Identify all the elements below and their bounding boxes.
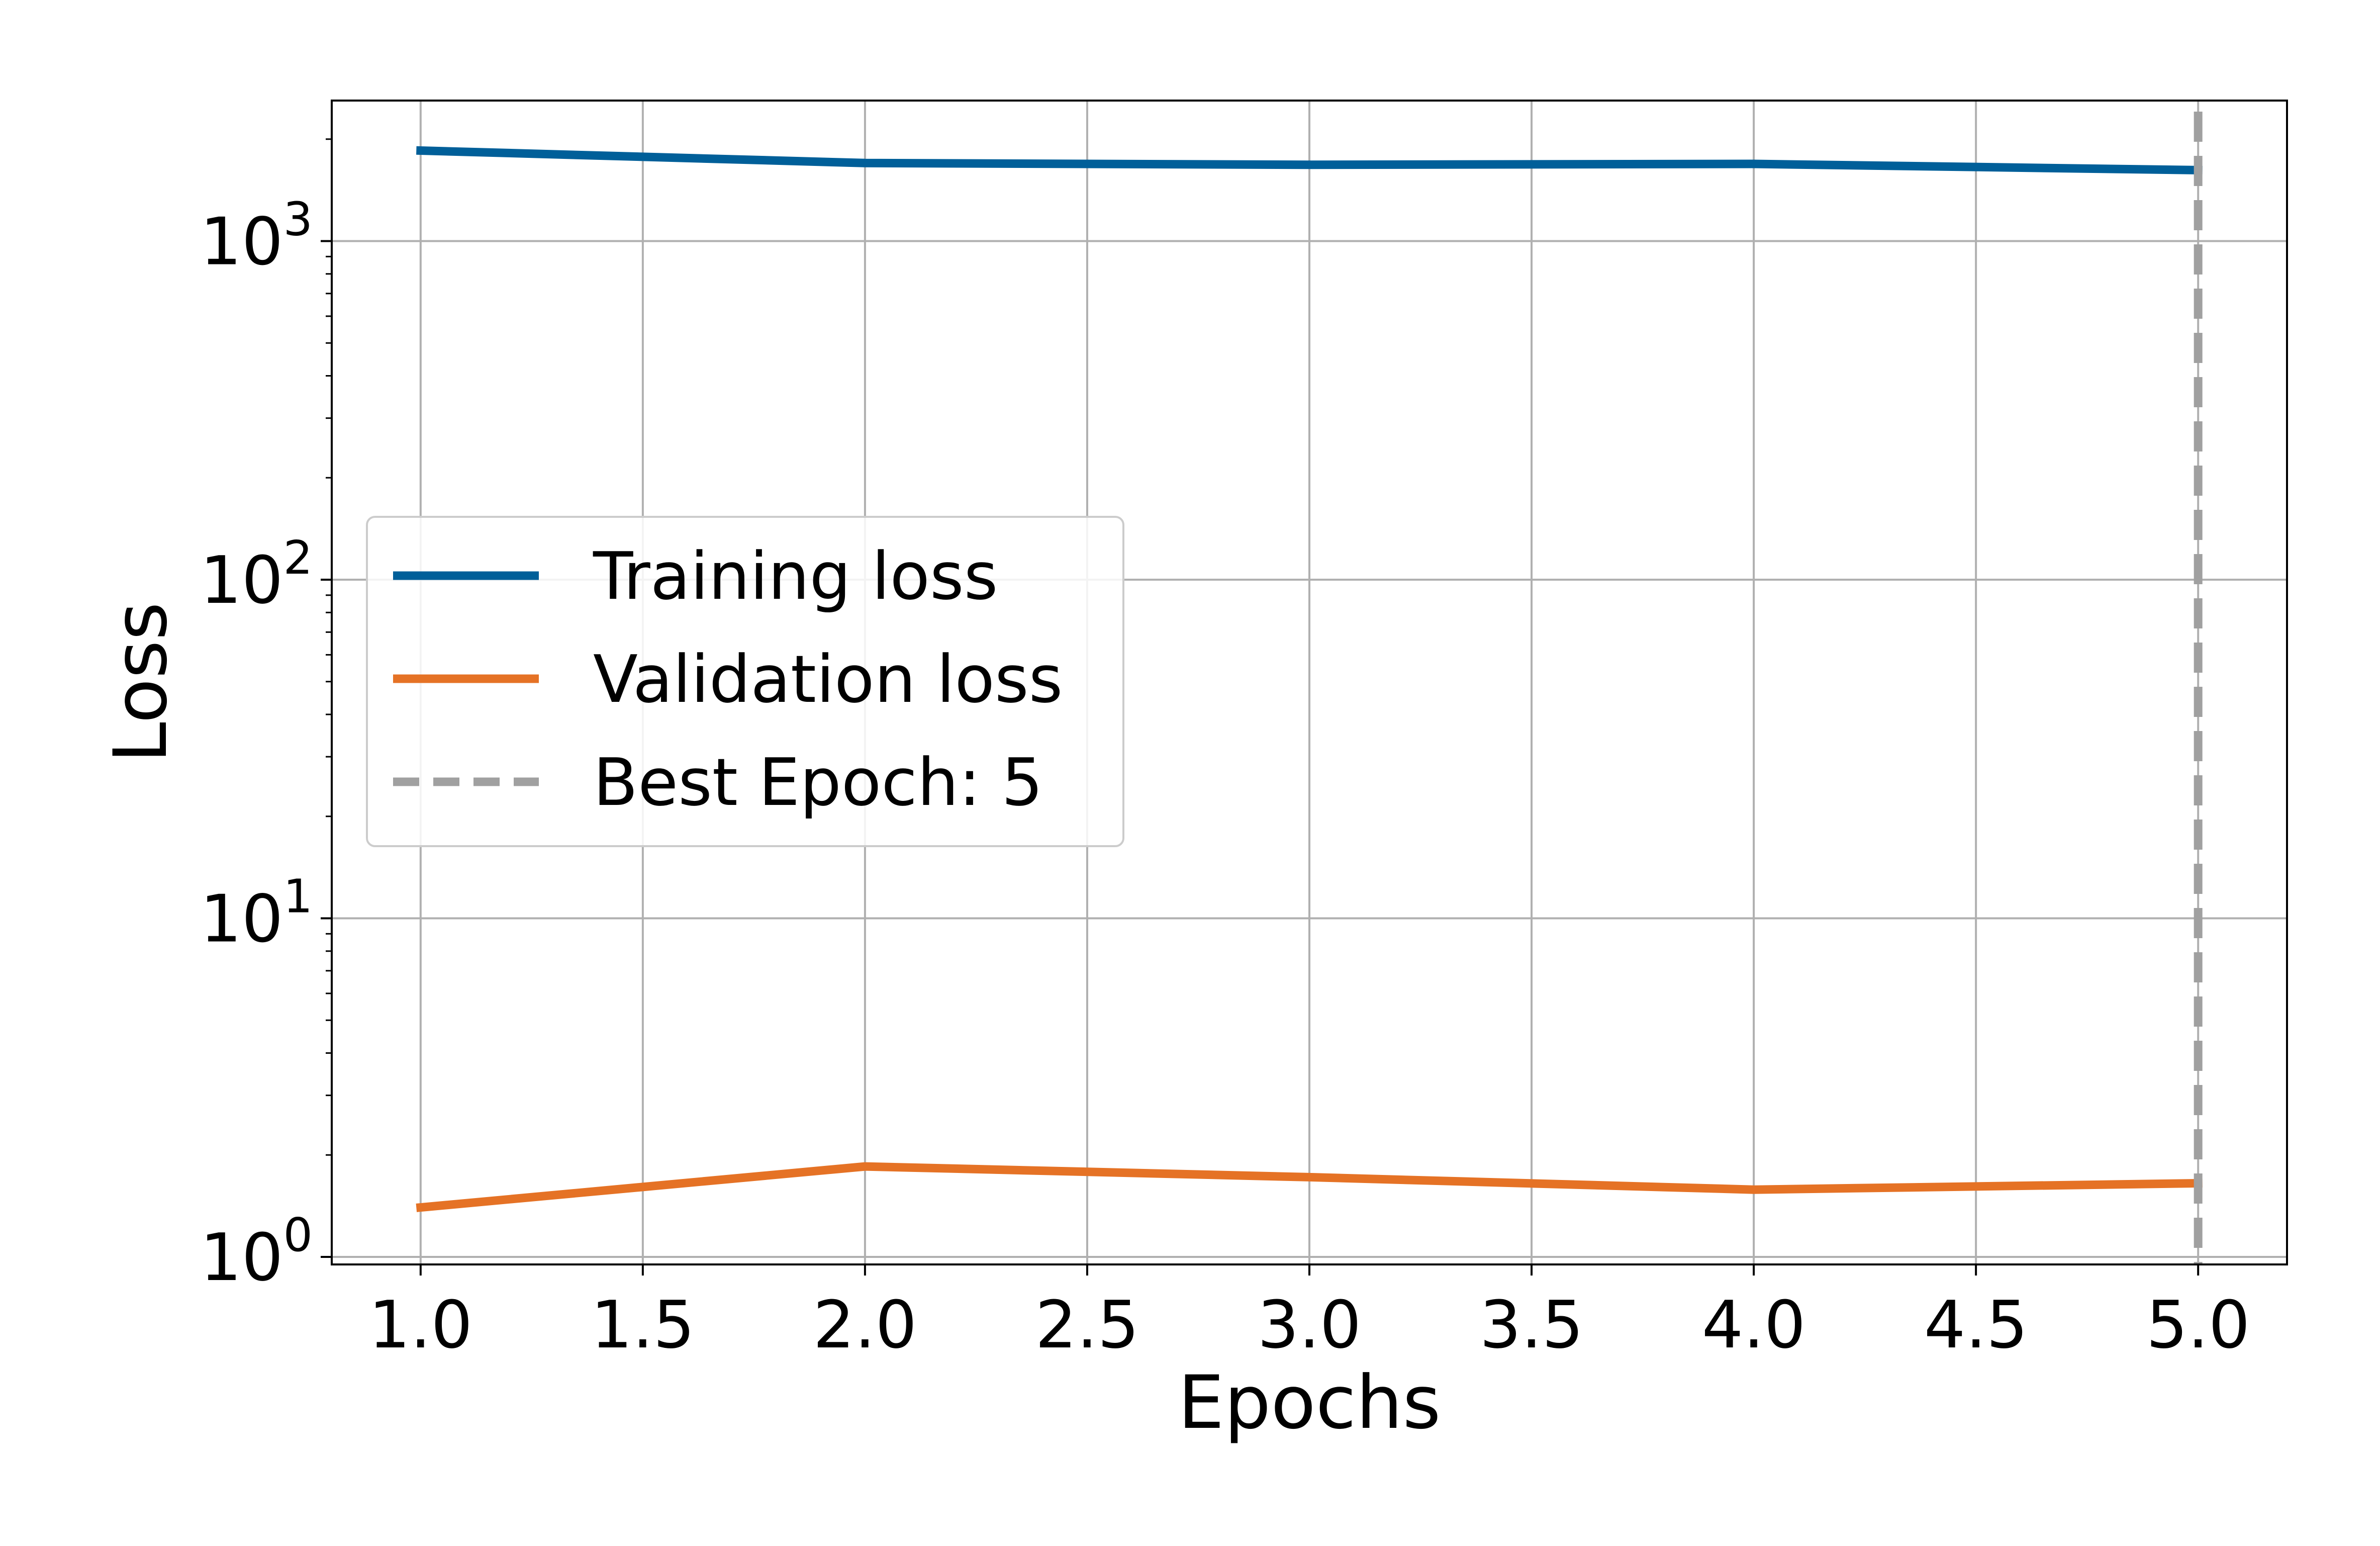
x-axis-ticks: 1.0 1.5 2.0 2.5 3.0 3.5 4.0 4.5 5.0 xyxy=(368,1264,2250,1363)
x-tick-label: 3.5 xyxy=(1480,1287,1584,1363)
y-tick-base: 10 xyxy=(200,880,283,957)
series-line xyxy=(416,146,2203,175)
y-tick-exponent: 2 xyxy=(283,531,313,585)
legend: Training loss Validation loss Best Epoch: … xyxy=(366,516,1124,847)
legend-entry-label: Best Epoch: 5 xyxy=(593,744,1043,821)
y-tick-base: 10 xyxy=(200,542,283,618)
x-tick-label: 2.0 xyxy=(813,1287,917,1363)
y-tick-base: 10 xyxy=(200,1219,283,1296)
y-tick-label: 101 xyxy=(200,869,313,957)
x-tick-label: 5.0 xyxy=(2146,1287,2250,1363)
x-tick-label: 3.0 xyxy=(1258,1287,1362,1363)
x-tick-label: 1.0 xyxy=(368,1287,472,1363)
x-tick-label: 1.5 xyxy=(591,1287,695,1363)
y-axis-label: Loss xyxy=(98,602,183,763)
y-tick-base: 10 xyxy=(200,203,283,280)
x-tick-label: 2.5 xyxy=(1035,1287,1139,1363)
x-tick-label: 4.0 xyxy=(1702,1287,1806,1363)
legend-entry-label: Validation loss xyxy=(593,641,1063,717)
y-tick-exponent: 0 xyxy=(283,1208,313,1262)
legend-box xyxy=(366,516,1124,847)
series-lines xyxy=(416,112,2203,1264)
x-tick-label: 4.5 xyxy=(1924,1287,2028,1363)
y-tick-label: 103 xyxy=(200,192,313,280)
y-tick-label: 102 xyxy=(200,531,313,618)
series-line xyxy=(416,1162,2203,1212)
y-tick-label: 100 xyxy=(200,1208,313,1296)
x-axis-label: Epochs xyxy=(1178,1360,1441,1445)
y-tick-exponent: 1 xyxy=(283,869,313,923)
y-tick-exponent: 3 xyxy=(283,192,313,246)
legend-entry-label: Training loss xyxy=(593,538,998,614)
